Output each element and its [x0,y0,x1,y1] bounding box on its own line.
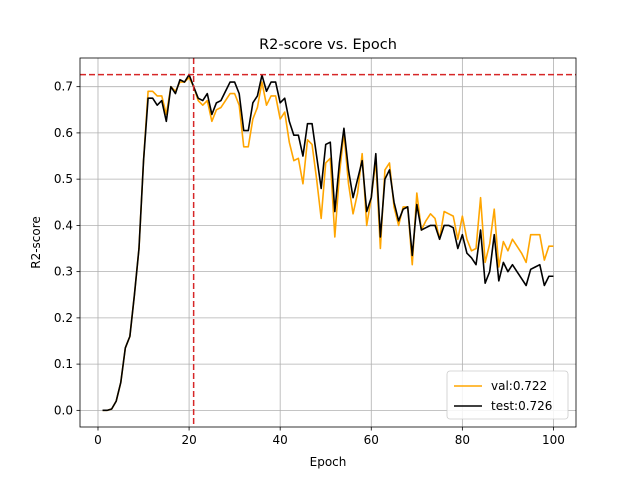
series-line-0 [102,76,554,412]
y-tick-label: 0.6 [54,126,73,140]
legend-label: val:0.722 [491,379,547,393]
axis-ticks: 0 20 40 60 80 100 0.0 0.1 0.2 0.3 0.4 0.5 0.6 0.7 [54,80,565,447]
x-tick-label: 20 [181,433,196,447]
y-axis-label: R2-score [29,216,43,269]
y-tick-label: 0.3 [54,265,73,279]
series-line-1 [102,73,554,412]
x-tick-label: 100 [542,433,565,447]
x-tick-label: 0 [94,433,102,447]
x-tick-label: 80 [455,433,470,447]
y-tick-label: 0.5 [54,172,73,186]
plot-frame [79,57,577,428]
y-tick-label: 0.2 [54,311,73,325]
y-tick-label: 0.0 [54,403,73,417]
legend-box [446,370,569,420]
chart-title: R2-score vs. Epoch [259,37,397,53]
x-tick-label: 60 [364,433,379,447]
reference-lines [80,58,576,427]
x-tick-label: 40 [273,433,288,447]
y-tick-label: 0.4 [54,218,73,232]
legend-label: test:0.726 [491,399,552,413]
legend: val:0.722 test:0.726 [446,370,569,420]
x-axis-label: Epoch [310,455,347,469]
series-lines [102,73,554,412]
y-tick-label: 0.1 [54,357,73,371]
grid-lines [80,58,576,427]
y-tick-label: 0.7 [54,80,73,94]
